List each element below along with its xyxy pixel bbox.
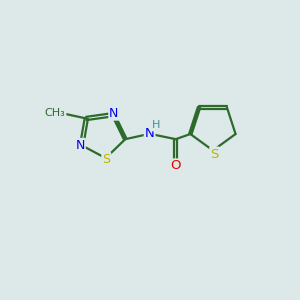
Text: N: N [75, 139, 85, 152]
Text: N: N [145, 127, 154, 140]
Text: H: H [152, 121, 160, 130]
Text: CH₃: CH₃ [45, 108, 65, 118]
Text: N: N [109, 107, 119, 120]
Text: S: S [102, 153, 110, 166]
Text: O: O [171, 159, 181, 172]
Text: S: S [210, 148, 219, 160]
